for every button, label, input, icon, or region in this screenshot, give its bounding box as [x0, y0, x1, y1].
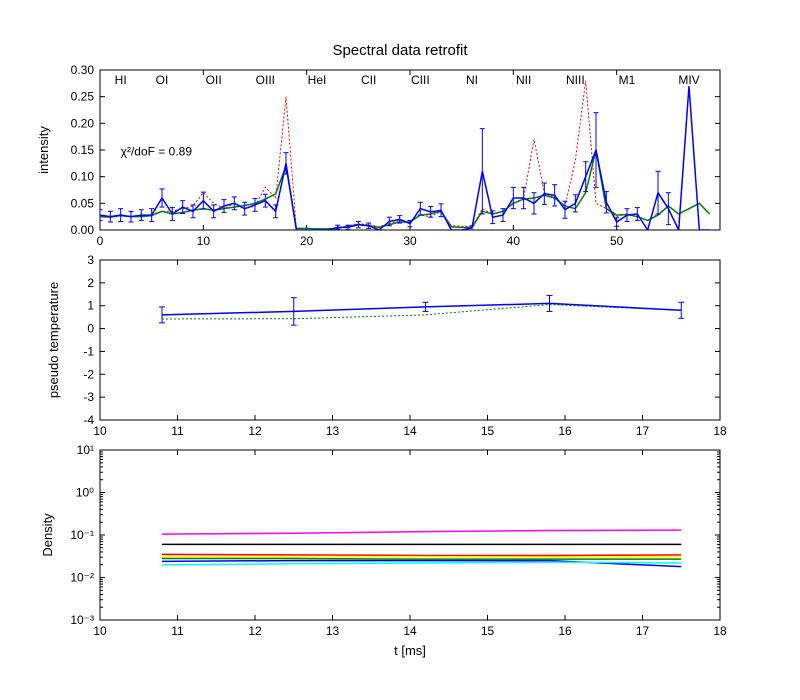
species-label: MIV: [678, 73, 699, 87]
panel3-ylabel: Density: [40, 513, 55, 557]
panel3-line-4: [162, 558, 681, 559]
species-label: NII: [516, 73, 531, 87]
panel2-xtick: 12: [248, 424, 262, 438]
chart-container: Spectral data retrofit010203040500.000.0…: [0, 0, 800, 700]
panel2-ytick: -4: [83, 413, 94, 427]
panel3-ytick: 10⁻²: [70, 571, 94, 585]
panel2-xtick: 13: [326, 424, 340, 438]
panel2-ytick: -2: [83, 367, 94, 381]
panel2-blue-line: [162, 303, 681, 314]
panel3-xtick: 10: [93, 624, 107, 638]
panel3-xtick: 15: [481, 624, 495, 638]
panel1-ytick: 0.15: [71, 143, 95, 157]
panel3-xlabel: t [ms]: [394, 643, 426, 658]
panel1-xtick: 40: [507, 234, 521, 248]
panel1-ylabel: intensity: [36, 126, 51, 174]
panel3-ytick: 10⁻¹: [70, 528, 94, 542]
species-label: M1: [619, 73, 636, 87]
panel3-ytick: 10⁰: [76, 486, 94, 500]
panel3-line-2: [162, 554, 681, 555]
panel2-xtick: 15: [481, 424, 495, 438]
panel1-ytick: 0.00: [71, 223, 95, 237]
panel2-xtick: 14: [403, 424, 417, 438]
panel1-xtick: 10: [197, 234, 211, 248]
panel3-line-3: [162, 557, 681, 558]
panel1-xtick: 50: [610, 234, 624, 248]
species-label: NIII: [566, 73, 585, 87]
species-label: OII: [206, 73, 222, 87]
panel3-frame: [100, 450, 720, 620]
panel2-ytick: -3: [83, 390, 94, 404]
panel2-ytick: 3: [87, 253, 94, 267]
panel2-xtick: 16: [558, 424, 572, 438]
species-label: CIII: [411, 73, 430, 87]
panel1-xtick: 30: [403, 234, 417, 248]
panel1-green-line: [100, 150, 710, 229]
panel2-xtick: 11: [171, 424, 184, 438]
figure-title: Spectral data retrofit: [332, 42, 468, 59]
chart-svg: Spectral data retrofit010203040500.000.0…: [0, 0, 800, 700]
species-label: CII: [361, 73, 376, 87]
panel2-xtick: 10: [93, 424, 107, 438]
panel3-xtick: 16: [558, 624, 572, 638]
panel3-xtick: 13: [326, 624, 340, 638]
panel2-series: [159, 295, 684, 325]
panel3-xtick: 18: [713, 624, 727, 638]
panel1-ytick: 0.05: [71, 196, 95, 210]
panel3-xtick: 12: [248, 624, 262, 638]
panel3-xtick: 14: [403, 624, 417, 638]
panel2-ylabel: pseudo temperature: [46, 282, 61, 398]
chi2-annotation: χ²/doF = 0.89: [121, 144, 193, 158]
panel1-xtick: 20: [300, 234, 314, 248]
panel3-line-0: [162, 530, 681, 534]
panel2-frame: [100, 260, 720, 420]
panel3-series: [162, 530, 681, 566]
species-label: OIII: [256, 73, 275, 87]
panel1-ytick: 0.25: [71, 90, 95, 104]
panel3-xtick: 11: [171, 624, 184, 638]
panel3-ytick: 10¹: [77, 443, 94, 457]
panel1-ytick: 0.10: [71, 170, 95, 184]
species-label: HI: [115, 73, 127, 87]
species-label: HeI: [308, 73, 327, 87]
panel2-ytick: 2: [87, 276, 94, 290]
species-label: OI: [156, 73, 169, 87]
panel3-ytick: 10⁻³: [70, 613, 94, 627]
panel1-ytick: 0.30: [71, 63, 95, 77]
panel2-ytick: 1: [87, 299, 94, 313]
panel2-xtick: 17: [636, 424, 650, 438]
panel2-ytick: 0: [87, 322, 94, 336]
panel2-ytick: -1: [83, 344, 94, 358]
panel1-ytick: 0.20: [71, 116, 95, 130]
panel3-xtick: 17: [636, 624, 650, 638]
species-label: NI: [466, 73, 478, 87]
panel1-xtick: 0: [97, 234, 104, 248]
panel2-xtick: 18: [713, 424, 727, 438]
